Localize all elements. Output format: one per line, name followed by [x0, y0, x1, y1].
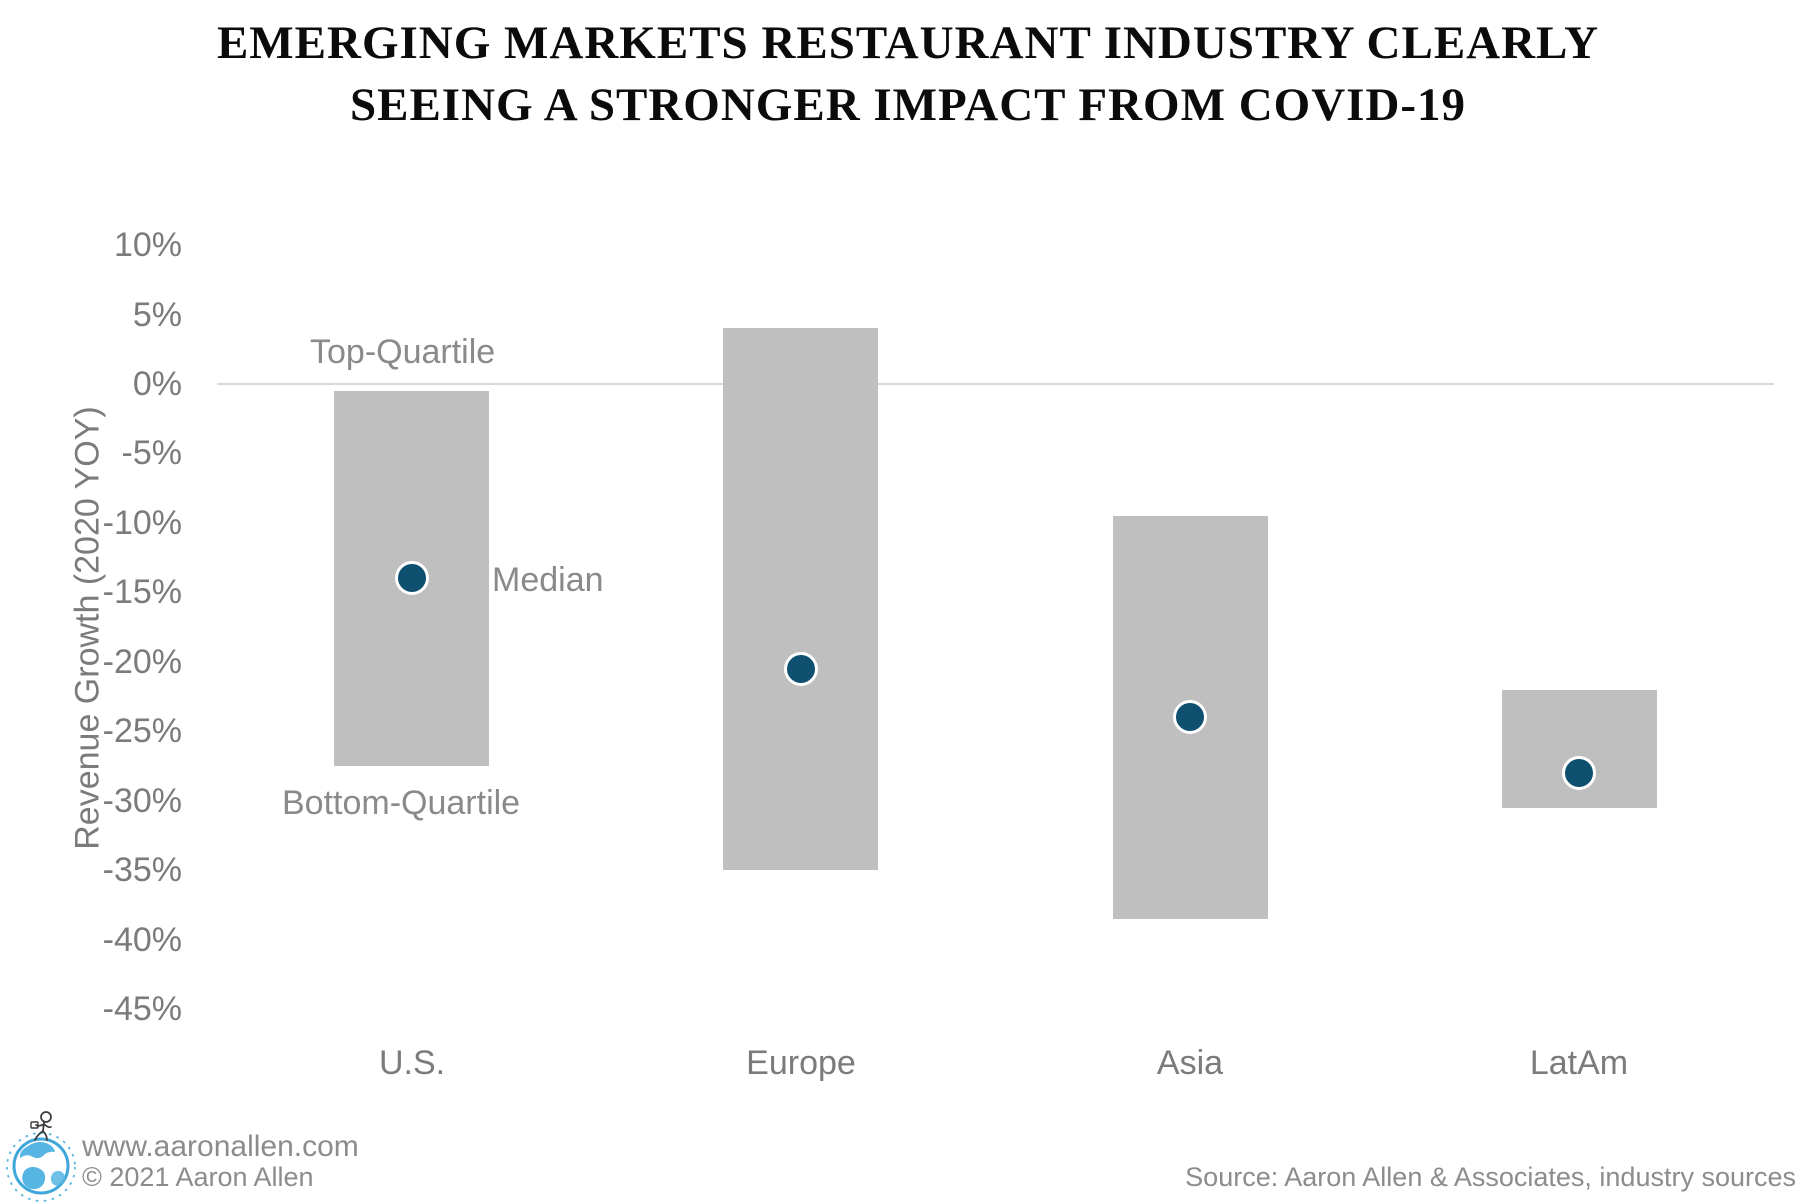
y-axis-tick: -35% — [102, 851, 182, 889]
y-axis-tick: -15% — [102, 573, 182, 611]
y-axis-tick: -40% — [102, 921, 182, 959]
y-axis-tick: -5% — [121, 434, 182, 472]
y-axis-tick: 5% — [132, 296, 182, 334]
y-axis-tick: -30% — [102, 782, 182, 820]
y-axis-tick: -20% — [102, 643, 182, 681]
median-dot — [1173, 700, 1207, 734]
chart-title-line-1: EMERGING MARKETS RESTAURANT INDUSTRY CLE… — [216, 17, 1600, 69]
chart-title-line-2: SEEING A STRONGER IMPACT FROM COVID-19 — [349, 79, 1467, 132]
category-label: U.S. — [378, 1044, 446, 1082]
source-text: Source: Aaron Allen & Associates, indust… — [1185, 1162, 1796, 1192]
category-label: Asia — [1156, 1044, 1224, 1082]
quartile-range-bar — [1502, 690, 1657, 808]
annotation-median: Median — [492, 561, 604, 599]
copyright-text: © 2021 Aaron Allen — [82, 1162, 314, 1192]
annotation-bottom-quartile: Bottom-Quartile — [282, 784, 521, 822]
aaronallen-logo — [6, 1111, 76, 1202]
y-axis-tick: -45% — [102, 990, 182, 1028]
quartile-range-bar — [723, 328, 878, 870]
globe-icon — [6, 1132, 76, 1202]
category-label: Europe — [746, 1044, 856, 1082]
median-dot — [395, 561, 429, 595]
chart-title: EMERGING MARKETS RESTAURANT INDUSTRY CLE… — [0, 12, 1816, 136]
category-label: LatAm — [1529, 1044, 1629, 1082]
y-axis-tick: 10% — [113, 226, 182, 264]
median-dot — [1562, 756, 1596, 790]
y-axis-tick: -10% — [102, 504, 182, 542]
y-axis-tick: 0% — [132, 365, 182, 403]
y-axis-tick: -25% — [102, 712, 182, 750]
annotation-top-quartile: Top-Quartile — [310, 333, 496, 371]
running-figure-icon — [30, 1111, 52, 1141]
median-dot — [784, 652, 818, 686]
zero-gridline — [217, 383, 1774, 385]
website-url: www.aaronallen.com — [82, 1130, 359, 1163]
